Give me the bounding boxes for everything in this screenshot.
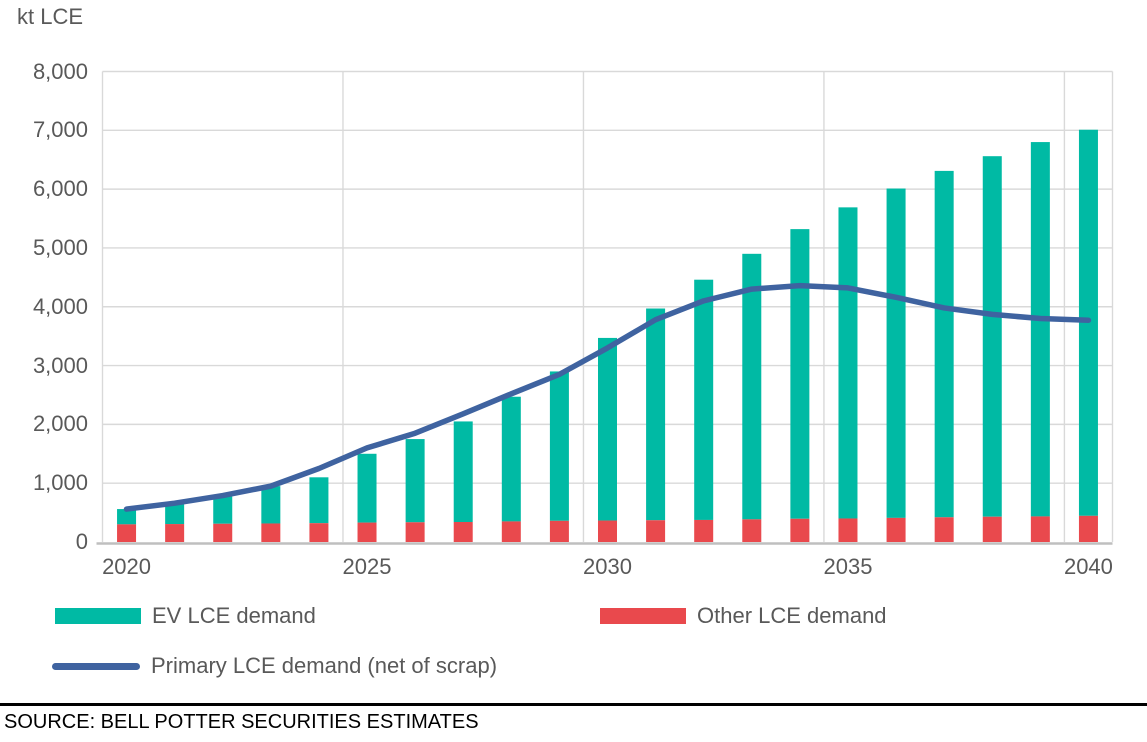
bar-ev-2034: [790, 229, 810, 519]
bar-ev-2021: [165, 503, 185, 525]
bar-other-2038: [982, 516, 1002, 542]
bar-other-2040: [1078, 515, 1098, 542]
legend-label-ev: EV LCE demand: [152, 603, 316, 628]
bar-ev-2038: [982, 156, 1002, 517]
bar-other-2034: [790, 518, 810, 542]
legend-label-primary: Primary LCE demand (net of scrap): [151, 653, 498, 678]
bar-other-2023: [261, 523, 281, 542]
bar-other-2032: [694, 519, 714, 542]
bar-other-2025: [357, 522, 377, 542]
y-axis-tick: 4,000: [32, 293, 88, 319]
legend-item-ev: EV LCE demand: [55, 603, 316, 629]
bar-ev-2028: [501, 396, 521, 522]
x-axis-tick: 2030: [583, 554, 632, 579]
y-axis-unit-label: kt LCE: [17, 4, 84, 29]
bar-ev-2024: [309, 477, 329, 524]
y-axis-tick: 0: [75, 529, 88, 554]
legend-item-primary: Primary LCE demand (net of scrap): [52, 653, 497, 679]
bar-other-2028: [501, 521, 521, 542]
bar-ev-2025: [357, 453, 377, 523]
bar-ev-2031: [646, 308, 666, 521]
bar-ev-2027: [453, 421, 473, 523]
legend-swatch-ev: [55, 608, 141, 624]
bar-other-2022: [213, 523, 233, 542]
source-text: SOURCE: BELL POTTER SECURITIES ESTIMATES: [4, 711, 479, 733]
bar-other-2030: [598, 520, 617, 542]
bar-ev-2039: [1030, 142, 1050, 517]
y-axis-tick: 1,000: [32, 470, 88, 496]
bar-other-2021: [165, 524, 185, 542]
bar-other-2020: [117, 524, 137, 542]
bar-ev-2032: [694, 279, 714, 520]
bar-other-2031: [646, 520, 666, 542]
source-divider: [0, 703, 1147, 706]
bar-other-2036: [886, 517, 906, 542]
y-axis-tick: 3,000: [32, 352, 88, 378]
legend-swatch-other: [600, 608, 686, 624]
legend-swatch-primary: [52, 662, 140, 670]
bar-ev-2022: [213, 494, 233, 524]
legend-item-other: Other LCE demand: [600, 603, 887, 629]
bar-other-2029: [549, 520, 569, 542]
x-axis-tick: 2035: [823, 554, 873, 579]
bar-ev-2035: [838, 207, 858, 519]
y-axis-tick: 2,000: [32, 411, 88, 437]
bar-other-2039: [1030, 516, 1050, 542]
x-axis-tick: 2025: [342, 554, 392, 579]
bar-ev-2036: [886, 188, 906, 518]
y-axis-tick: 6,000: [32, 176, 88, 202]
bar-other-2037: [934, 517, 954, 542]
y-axis-tick: 7,000: [32, 117, 88, 143]
x-axis-tick: 2040: [1063, 554, 1113, 579]
bar-ev-2026: [405, 439, 425, 523]
bar-other-2026: [405, 522, 425, 542]
primary-demand-line: [123, 282, 1092, 512]
bar-ev-2020: [117, 509, 137, 525]
y-axis-tick: 8,000: [32, 58, 88, 84]
x-axis-tick: 2020: [102, 554, 152, 579]
y-axis-tick: 5,000: [32, 234, 88, 260]
bar-other-2033: [742, 519, 762, 542]
bar-other-2024: [309, 523, 329, 542]
bar-other-2035: [838, 518, 858, 542]
bar-ev-2037: [934, 170, 954, 518]
bar-ev-2029: [549, 371, 569, 521]
legend-label-other: Other LCE demand: [697, 603, 887, 628]
bar-other-2027: [453, 522, 473, 542]
bar-ev-2030: [598, 337, 617, 521]
bar-ev-2033: [742, 253, 762, 520]
bar-ev-2023: [261, 486, 281, 524]
